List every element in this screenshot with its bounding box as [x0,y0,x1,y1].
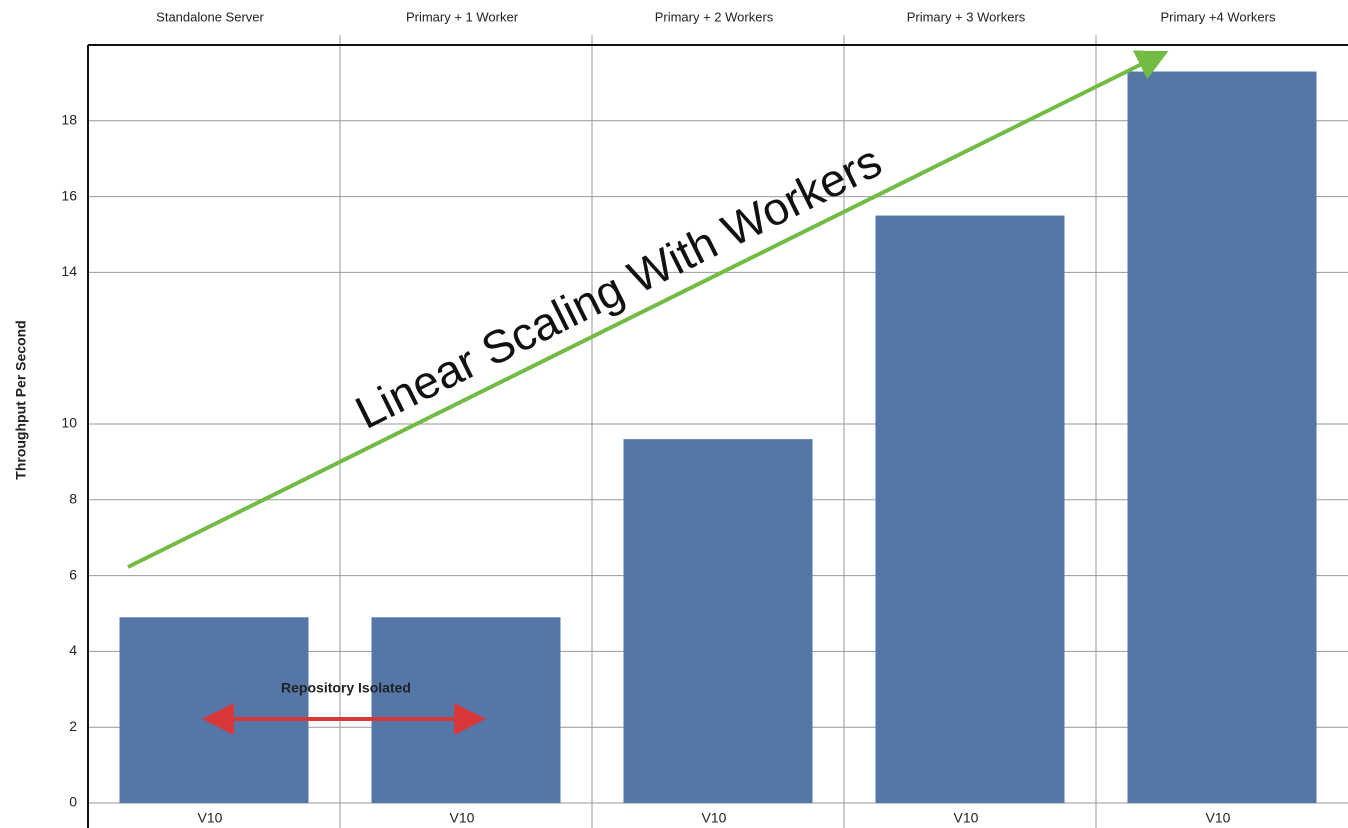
bar [623,439,813,803]
y-tick-label: 16 [61,187,77,203]
y-axis-label: Throughput Per Second [13,320,29,479]
trend-arrow [127,50,1169,569]
panel-label: Primary + 3 Workers [907,9,1026,24]
bracket-annotation: Repository Isolated [281,680,411,696]
y-tick-label: 2 [69,718,77,734]
bar-layer [119,71,1317,804]
y-tick-label: 14 [61,263,77,279]
panel-label: Primary + 1 Worker [406,9,519,24]
y-tick-label: 4 [69,642,77,658]
bar [875,215,1065,804]
bar [119,617,309,803]
panel-label: Standalone Server [156,9,264,24]
x-tick-label: V10 [702,810,727,826]
y-tick-label: 10 [61,415,77,431]
x-tick-label: V10 [198,810,223,826]
bar [1127,71,1317,803]
panel-label: Primary +4 Workers [1161,9,1276,24]
y-tick-label: 0 [69,794,77,810]
y-tick-label: 8 [69,491,77,507]
panel-label: Primary + 2 Workers [655,9,774,24]
x-tick-label: V10 [1206,810,1231,826]
y-tick-label: 18 [61,112,77,128]
x-tick-label: V10 [954,810,979,826]
bar [371,617,561,803]
x-tick-label: V10 [450,810,475,826]
trend-annotation: Linear Scaling With Workers [347,134,889,438]
y-tick-label: 6 [69,566,77,582]
